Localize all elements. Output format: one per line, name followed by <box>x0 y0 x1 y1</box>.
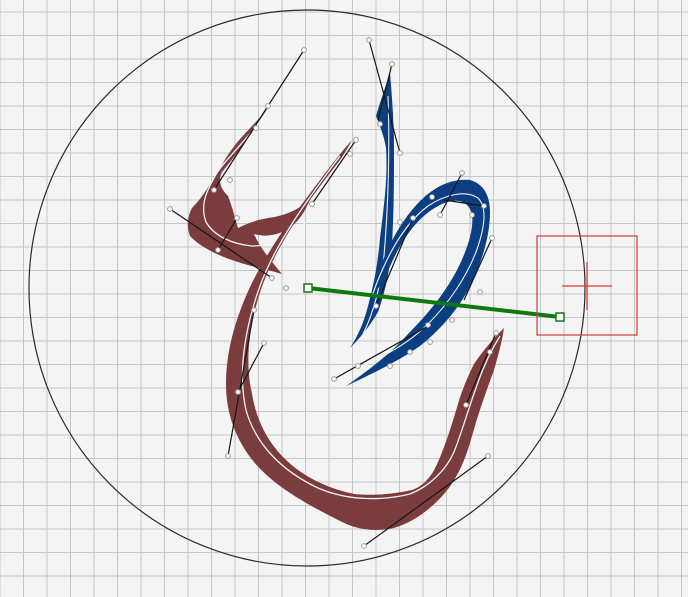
bezier-handle-line <box>439 172 463 216</box>
control-point[interactable] <box>377 121 383 127</box>
control-point[interactable] <box>283 285 289 291</box>
control-point[interactable] <box>463 402 469 408</box>
control-points[interactable] <box>167 37 499 549</box>
control-point[interactable] <box>225 453 231 459</box>
bezier-handle-line <box>375 217 414 307</box>
selection-box[interactable] <box>536 235 638 336</box>
control-point[interactable] <box>269 275 275 281</box>
control-point[interactable] <box>253 125 259 131</box>
control-point[interactable] <box>429 194 435 200</box>
control-point[interactable] <box>469 212 475 218</box>
control-point[interactable] <box>234 215 240 221</box>
control-point[interactable] <box>261 340 267 346</box>
control-point[interactable] <box>353 137 359 143</box>
red-upper-stroke[interactable] <box>187 108 310 274</box>
measure-line[interactable] <box>307 286 561 319</box>
control-point[interactable] <box>425 322 431 328</box>
selection-box-frame[interactable] <box>536 235 638 336</box>
control-point[interactable] <box>397 150 403 156</box>
control-point[interactable] <box>167 206 173 212</box>
bezier-handle-line <box>363 455 489 547</box>
bezier-handles <box>169 39 497 547</box>
control-point[interactable] <box>309 201 315 207</box>
bezier-handle-line <box>463 237 493 301</box>
control-point[interactable] <box>215 247 221 253</box>
measure-end-handle[interactable] <box>555 312 565 322</box>
control-point[interactable] <box>449 317 455 323</box>
guide-circle <box>28 9 586 567</box>
control-point[interactable] <box>347 151 353 157</box>
control-point[interactable] <box>493 330 499 336</box>
control-point[interactable] <box>301 47 307 53</box>
bezier-handle-line <box>465 332 497 406</box>
control-point[interactable] <box>366 37 372 43</box>
control-point[interactable] <box>477 289 483 295</box>
bezier-handle-line <box>311 139 357 205</box>
control-point[interactable] <box>481 203 487 209</box>
control-point[interactable] <box>459 170 465 176</box>
control-point[interactable] <box>265 103 271 109</box>
bezier-handle-line <box>368 39 401 154</box>
measure-tool[interactable] <box>303 283 565 322</box>
bezier-handle-line <box>227 309 255 457</box>
control-point[interactable] <box>211 187 217 193</box>
bezier-handle-line <box>333 324 431 380</box>
bezier-handle-line <box>217 217 238 251</box>
control-point[interactable] <box>407 349 413 355</box>
control-point[interactable] <box>355 363 361 369</box>
bezier-handle-line <box>237 342 265 393</box>
red-main-stroke[interactable] <box>226 140 504 530</box>
control-point[interactable] <box>251 307 257 313</box>
blue-stem-spine <box>359 95 390 341</box>
control-point[interactable] <box>331 376 337 382</box>
red-upper-spine <box>202 111 307 247</box>
bezier-handle-line <box>443 199 485 207</box>
bezier-handle-line <box>213 49 305 191</box>
measure-start-handle[interactable] <box>303 283 313 293</box>
control-point[interactable] <box>427 339 433 345</box>
control-point[interactable] <box>410 215 416 221</box>
control-point[interactable] <box>361 543 367 549</box>
control-point[interactable] <box>373 303 379 309</box>
control-point[interactable] <box>397 219 403 225</box>
red-upper-stroke-fill[interactable] <box>187 108 310 274</box>
bezier-handle-line <box>377 63 393 121</box>
control-point[interactable] <box>387 363 393 369</box>
control-point[interactable] <box>489 235 495 241</box>
control-point[interactable] <box>437 212 443 218</box>
control-point[interactable] <box>235 389 241 395</box>
control-point[interactable] <box>227 177 233 183</box>
control-point[interactable] <box>487 349 493 355</box>
red-main-spine <box>241 155 501 500</box>
control-point[interactable] <box>485 453 491 459</box>
bezier-handle-line <box>169 208 273 279</box>
control-point[interactable] <box>389 61 395 67</box>
